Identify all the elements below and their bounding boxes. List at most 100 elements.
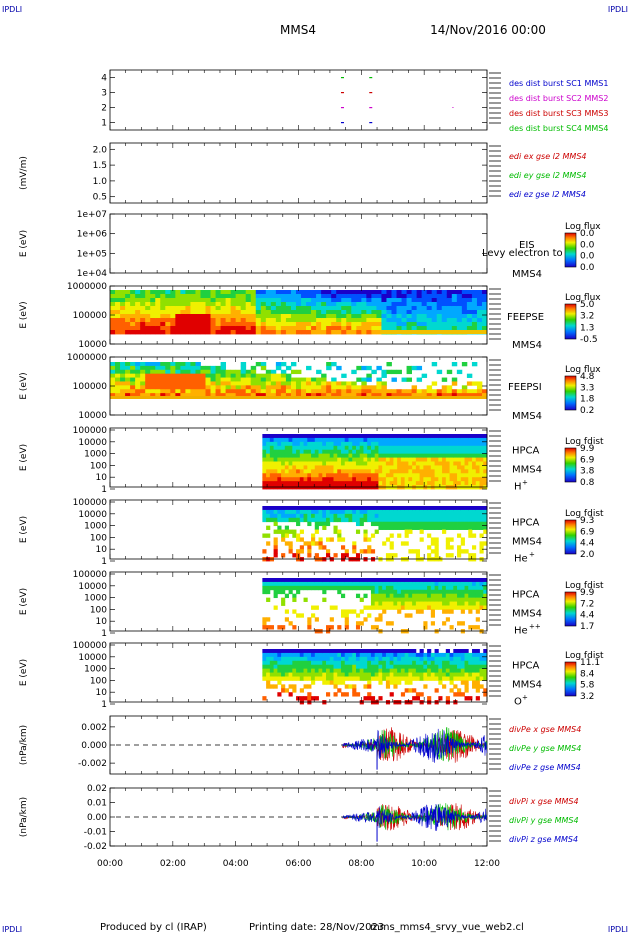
spectro-cell-hpca_o xyxy=(397,660,402,666)
spectro-cell-feepsi xyxy=(396,393,402,398)
spectro-cell-hpca_he1 xyxy=(329,506,334,511)
spectro-cell-feepse xyxy=(326,298,332,303)
spectro-cell-hpca_o xyxy=(359,676,364,681)
spectro-cell-hpca_he1 xyxy=(337,517,342,523)
spectro-cell-hpca_o xyxy=(483,692,488,697)
spectro-cell-hpca_he2 xyxy=(374,581,379,587)
spectro-cell-hpca_h xyxy=(355,457,361,462)
spectro-cell-hpca_he2 xyxy=(359,597,364,602)
spectro-cell-feepse xyxy=(210,326,216,331)
spectro-cell-feepse xyxy=(311,318,317,323)
spectro-cell-hpca_he1 xyxy=(288,513,293,519)
spectro-cell-feepse xyxy=(115,298,121,303)
spectro-cell-hpca_h xyxy=(277,465,282,470)
spectro-cell-hpca_he2 xyxy=(430,578,435,583)
spectro-cell-hpca_h xyxy=(475,473,480,478)
spectro-cell-hpca_o xyxy=(385,649,391,654)
spectro-cell-hpca_he1 xyxy=(468,521,473,527)
spectro-cell-hpca_o xyxy=(329,664,334,670)
spectro-cell-hpca_o xyxy=(337,652,342,658)
spectro-cell-hpca_h xyxy=(348,477,353,482)
spectro-cell-hpca_he2 xyxy=(311,581,316,587)
spectro-cell-hpca_he1 xyxy=(445,521,450,527)
spectro-cell-feepsi xyxy=(481,389,488,394)
spectro-cell-hpca_o xyxy=(382,649,387,654)
spectro-cell-feepse xyxy=(441,306,448,311)
spectro-cell-hpca_o xyxy=(284,652,289,658)
spectro-cell-hpca_he2 xyxy=(397,581,402,587)
spectro-cell-feepse xyxy=(351,290,357,295)
spectro-cell-feepsi xyxy=(391,393,397,398)
spectro-cell-feepse xyxy=(481,310,488,315)
spectro-cell-feepse xyxy=(125,302,131,307)
spectro-cell-feepsi xyxy=(411,389,418,394)
spectro-cell-hpca_h xyxy=(378,469,383,474)
spectro-cell-hpca_h xyxy=(363,473,368,478)
spectro-cell-feepsi xyxy=(225,385,232,390)
spectro-cell-feepse xyxy=(401,306,407,311)
spectro-cell-hpca_o xyxy=(370,656,376,662)
spectro-cell-hpca_he1 xyxy=(427,513,432,519)
spectro-cell-hpca_h xyxy=(408,445,413,451)
spectro-cell-hpca_o xyxy=(434,676,439,681)
spectro-cell-hpca_he2 xyxy=(464,597,469,602)
y-tick-label-edi: 2.0 xyxy=(93,145,108,155)
spectro-cell-hpca_o xyxy=(374,652,379,658)
spectro-cell-hpca_h xyxy=(262,453,267,458)
spectro-cell-hpca_h xyxy=(430,477,435,482)
spectro-cell-feepse xyxy=(165,330,171,335)
spectro-cell-hpca_he1 xyxy=(460,525,465,530)
spectro-cell-feepsi xyxy=(471,393,478,398)
colorbar-tick-hpca_o: 8.4 xyxy=(580,669,595,679)
spectro-cell-feepsi xyxy=(270,393,277,398)
spectro-cell-hpca_he2 xyxy=(367,605,372,610)
spectro-cell-hpca_o xyxy=(326,660,331,666)
spectro-cell-hpca_he1 xyxy=(333,553,338,558)
spectro-cell-hpca_h xyxy=(296,434,301,439)
spectro-cell-hpca_h xyxy=(460,481,465,486)
spectro-cell-feepsi xyxy=(205,377,211,382)
spectro-cell-hpca_o xyxy=(340,692,346,697)
spectro-cell-hpca_h xyxy=(277,477,282,482)
spectro-cell-hpca_h xyxy=(449,453,454,458)
species-charge-hpca_he1: + xyxy=(529,551,535,559)
spectro-cell-feepsi xyxy=(396,369,402,375)
spectro-cell-hpca_he1 xyxy=(367,537,372,542)
spectro-cell-hpca_he1 xyxy=(326,537,331,542)
spectro-cell-feepse xyxy=(426,298,433,303)
spectro-cell-hpca_o xyxy=(393,684,398,689)
spectro-cell-feepse xyxy=(245,290,252,295)
legend-entry-burst: des dist burst SC2 MMS2 xyxy=(509,94,608,103)
spectro-cell-feepse xyxy=(466,294,473,299)
spectro-cell-hpca_he2 xyxy=(393,597,398,602)
spectro-cell-hpca_h xyxy=(464,441,469,447)
spectro-cell-hpca_he1 xyxy=(449,517,454,523)
spectro-cell-hpca_he1 xyxy=(445,525,450,530)
spectro-cell-hpca_he2 xyxy=(307,621,312,626)
spectro-cell-hpca_h xyxy=(445,473,450,478)
spectro-cell-hpca_h xyxy=(453,461,458,466)
spectro-cell-hpca_he2 xyxy=(460,578,465,583)
spectro-cell-hpca_he1 xyxy=(299,509,304,515)
spectro-cell-feepsi xyxy=(185,385,191,390)
spectro-cell-feepse xyxy=(120,294,126,299)
x-tick-label: 04:00 xyxy=(223,859,249,869)
spectro-cell-hpca_h xyxy=(408,469,413,474)
spectro-cell-feepse xyxy=(255,326,262,331)
spectro-cell-hpca_he1 xyxy=(397,533,402,538)
spectro-cell-hpca_he1 xyxy=(284,509,289,515)
spectro-cell-hpca_o xyxy=(412,652,417,658)
spectro-cell-feepse xyxy=(110,326,116,331)
spectro-cell-hpca_h xyxy=(385,453,391,458)
spectro-cell-feepse xyxy=(225,330,232,335)
spectro-cell-hpca_h xyxy=(442,434,447,439)
spectro-cell-feepse xyxy=(120,306,126,311)
spectro-cell-feepse xyxy=(250,314,257,319)
spectro-cell-feepsi xyxy=(250,373,257,378)
spectro-cell-hpca_o xyxy=(423,660,428,666)
spectro-cell-hpca_h xyxy=(393,457,398,462)
spectro-cell-hpca_h xyxy=(273,437,278,443)
colorbar-tick-feepse: -0.5 xyxy=(580,335,598,345)
spectro-cell-hpca_h xyxy=(479,469,484,474)
spectro-cell-hpca_he1 xyxy=(292,509,297,515)
